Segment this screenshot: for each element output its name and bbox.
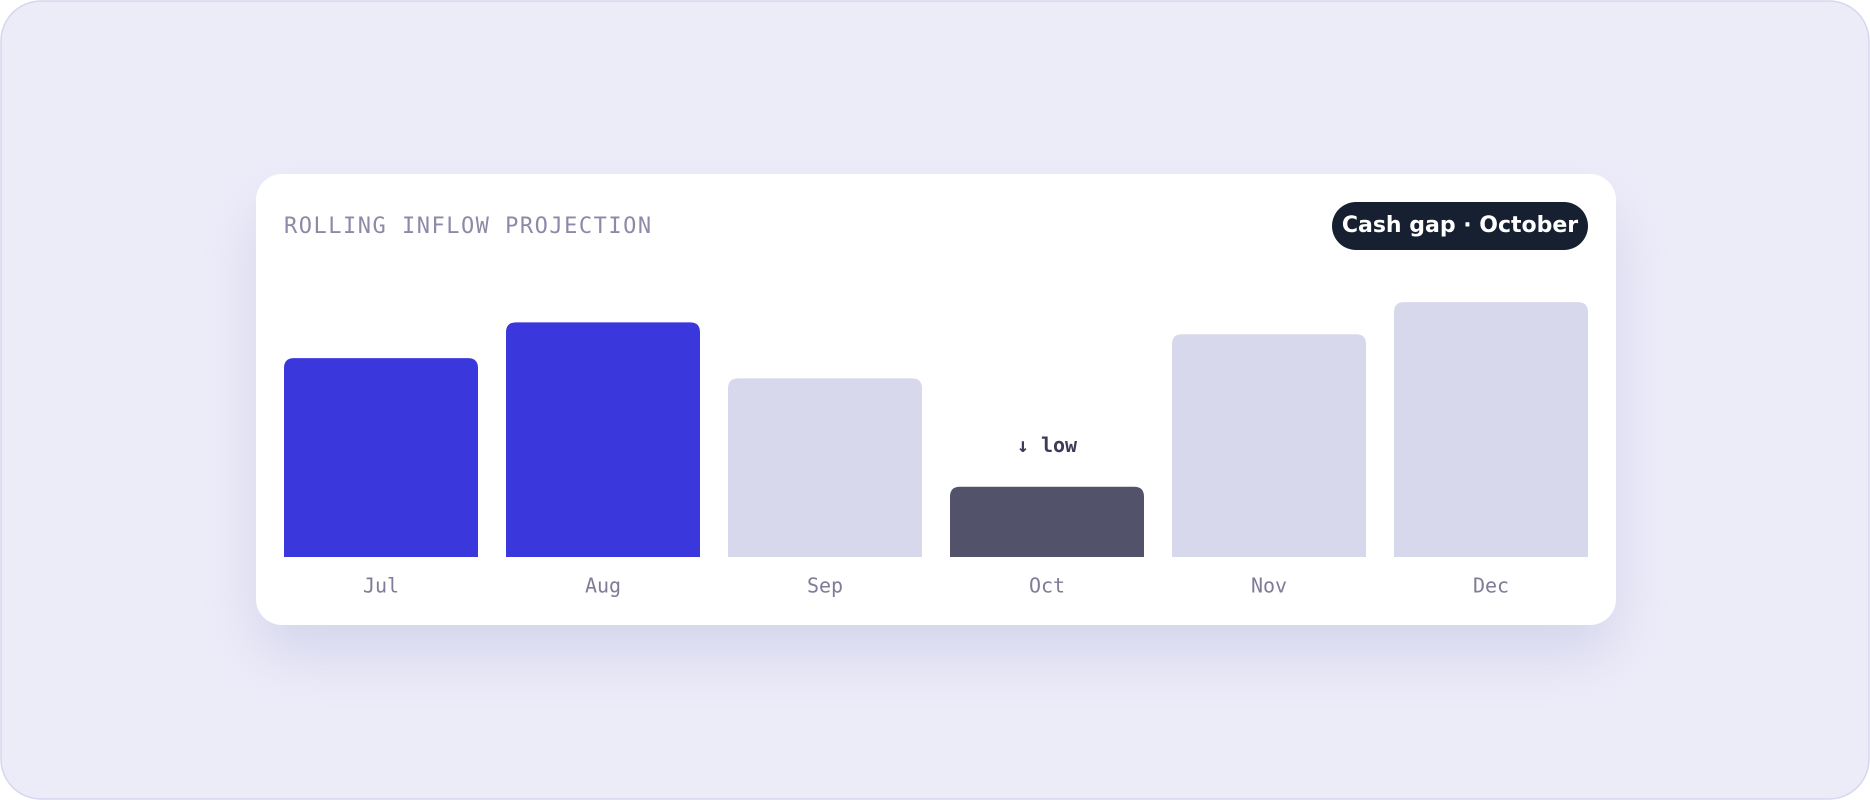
x-tick-label: Oct: [1029, 574, 1065, 598]
bar: [950, 486, 1144, 557]
x-tick-label: Sep: [807, 574, 843, 598]
chart-title: ROLLING INFLOW PROJECTION: [284, 214, 653, 239]
bar: [728, 378, 922, 557]
x-tick-label: Dec: [1473, 574, 1509, 598]
bar: [1172, 334, 1366, 557]
bar: [506, 322, 700, 557]
bar: [1394, 302, 1588, 557]
annotation: ↓ low: [1017, 433, 1078, 457]
badge-text: Cash gap · October: [1342, 213, 1578, 238]
x-tick-label: Nov: [1251, 574, 1287, 598]
badge: [1332, 202, 1588, 250]
x-tick-label: Jul: [363, 574, 399, 598]
x-tick-label: Aug: [585, 574, 621, 598]
bar: [284, 358, 478, 557]
